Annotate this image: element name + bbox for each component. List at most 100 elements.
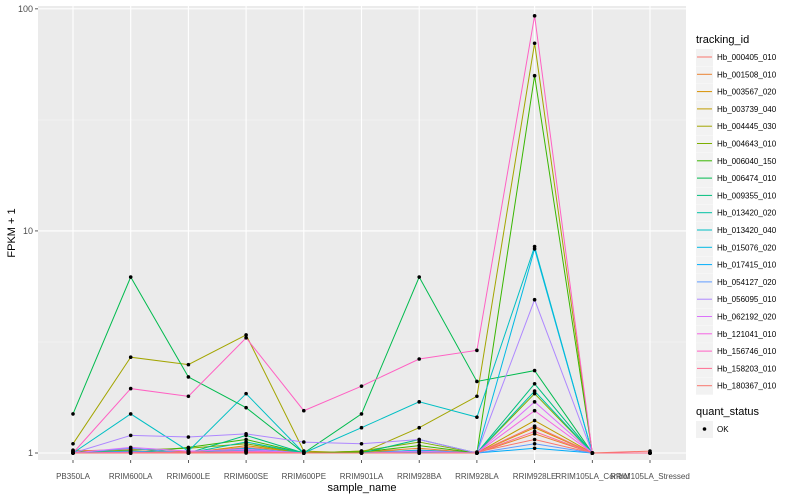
data-point bbox=[417, 451, 422, 455]
legend-label: Hb_004445_030 bbox=[717, 122, 777, 131]
y-axis-title: FPKM + 1 bbox=[6, 208, 18, 257]
data-point bbox=[475, 415, 479, 419]
data-point bbox=[71, 451, 75, 455]
x-tick-label: RRIM928BA bbox=[397, 472, 442, 481]
data-point bbox=[475, 379, 479, 384]
data-point bbox=[417, 440, 422, 444]
data-point bbox=[648, 449, 652, 453]
data-point bbox=[186, 451, 191, 455]
data-point bbox=[532, 400, 537, 404]
legend-quant-status: quant_status OK bbox=[696, 406, 759, 438]
x-tick-label: RRIM600LA bbox=[109, 472, 153, 481]
legend-label: Hb_013420_040 bbox=[717, 226, 777, 235]
data-point bbox=[302, 451, 306, 455]
data-point bbox=[532, 429, 537, 434]
y-tick-label: 1 bbox=[28, 448, 33, 458]
legend-label: Hb_054127_020 bbox=[717, 278, 777, 287]
data-point bbox=[417, 425, 422, 430]
data-point bbox=[71, 442, 75, 446]
legend-label: Hb_006474_010 bbox=[717, 174, 777, 183]
legend-label: Hb_017415_010 bbox=[717, 261, 777, 270]
data-point bbox=[532, 41, 537, 46]
legend-title: quant_status bbox=[696, 406, 759, 418]
legend-title: tracking_id bbox=[696, 34, 749, 46]
data-point bbox=[532, 408, 537, 413]
x-tick-label: RRIM600LE bbox=[167, 472, 211, 481]
data-point bbox=[417, 443, 422, 448]
data-point bbox=[532, 368, 537, 373]
data-point bbox=[359, 384, 364, 388]
data-point bbox=[244, 437, 248, 442]
data-point bbox=[71, 412, 75, 416]
legend-label: Hb_158203_010 bbox=[717, 364, 777, 373]
x-axis-title: sample_name bbox=[327, 482, 396, 494]
data-point bbox=[128, 386, 133, 391]
legend-label: Hb_000405_010 bbox=[717, 53, 777, 62]
legend-label: Hb_003739_040 bbox=[717, 105, 777, 114]
data-point bbox=[186, 445, 191, 450]
data-point bbox=[244, 391, 248, 396]
legend-label: Hb_180367_010 bbox=[717, 382, 777, 391]
x-tick-label: RRIM105LA_Control bbox=[555, 472, 629, 481]
data-point bbox=[302, 408, 306, 413]
y-tick-label: 10 bbox=[23, 226, 33, 236]
data-point bbox=[186, 394, 191, 399]
legend-label: Hb_015076_020 bbox=[717, 243, 777, 252]
data-point bbox=[532, 73, 537, 78]
data-point bbox=[186, 435, 191, 439]
data-point bbox=[128, 451, 133, 455]
legend-label: OK bbox=[717, 425, 729, 434]
data-point bbox=[532, 446, 537, 451]
data-point bbox=[532, 437, 537, 442]
legend-label: Hb_003567_020 bbox=[717, 88, 777, 97]
legend-label: Hb_009355_010 bbox=[717, 191, 777, 200]
data-point bbox=[244, 432, 248, 436]
legend-label: Hb_056095_010 bbox=[717, 295, 777, 304]
data-point bbox=[475, 394, 479, 399]
legend-label: Hb_004643_010 bbox=[717, 140, 777, 149]
legend-label: Hb_006040_150 bbox=[717, 157, 777, 166]
x-tick-label: RRIM600PE bbox=[282, 472, 326, 481]
data-point bbox=[417, 400, 422, 404]
y-axis-ticks: 1 10 100 bbox=[18, 4, 38, 458]
x-tick-label: RRIM901LA bbox=[340, 472, 384, 481]
x-tick-label: RRIM928LA bbox=[455, 472, 499, 481]
data-point bbox=[359, 442, 364, 446]
data-point bbox=[186, 362, 191, 367]
legend-label: Hb_156746_010 bbox=[717, 347, 777, 356]
x-tick-label: RRIM600SE bbox=[224, 472, 268, 481]
legend-label: Hb_013420_020 bbox=[717, 209, 777, 218]
data-point bbox=[417, 357, 422, 361]
data-point bbox=[532, 391, 537, 396]
data-point bbox=[359, 425, 364, 430]
data-point bbox=[244, 405, 248, 410]
data-point bbox=[532, 442, 537, 446]
y-tick-label: 100 bbox=[18, 4, 33, 14]
data-point bbox=[128, 433, 133, 438]
x-tick-label: RRIM105LA_Stressed bbox=[610, 472, 690, 481]
data-point bbox=[417, 275, 422, 279]
legend-label: Hb_062192_020 bbox=[717, 313, 777, 322]
x-axis-ticks: PB350LA RRIM600LA RRIM600LE RRIM600SE RRIM60… bbox=[56, 460, 690, 481]
data-point bbox=[244, 440, 248, 444]
data-point bbox=[532, 14, 537, 18]
data-point bbox=[417, 437, 422, 442]
data-point bbox=[359, 451, 364, 455]
data-point bbox=[128, 412, 133, 416]
data-point bbox=[186, 375, 191, 379]
data-point bbox=[359, 412, 364, 416]
legend-label: Hb_001508_010 bbox=[717, 70, 777, 79]
legend-point bbox=[702, 427, 707, 431]
data-point bbox=[532, 389, 537, 393]
data-point bbox=[128, 445, 133, 450]
data-point bbox=[244, 336, 248, 340]
data-point bbox=[244, 333, 248, 337]
data-point bbox=[532, 297, 537, 302]
data-point bbox=[532, 381, 537, 386]
data-point bbox=[532, 247, 537, 251]
x-tick-label: PB350LA bbox=[56, 472, 90, 481]
data-point bbox=[475, 348, 479, 353]
data-point bbox=[590, 451, 595, 455]
x-tick-label: RRIM928LE bbox=[513, 472, 557, 481]
